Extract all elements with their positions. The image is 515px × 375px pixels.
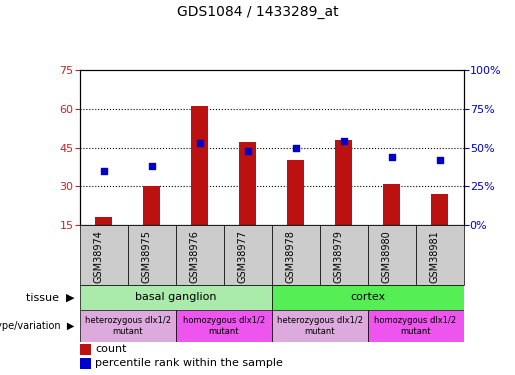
Text: heterozygous dlx1/2
mutant: heterozygous dlx1/2 mutant: [277, 316, 363, 336]
Bar: [416, 225, 464, 285]
Text: GSM38975: GSM38975: [142, 230, 152, 283]
Text: homozygous dlx1/2
mutant: homozygous dlx1/2 mutant: [374, 316, 457, 336]
Point: [148, 163, 156, 169]
Bar: [239, 142, 256, 225]
Bar: [95, 217, 112, 225]
Bar: [272, 310, 368, 342]
Text: percentile rank within the sample: percentile rank within the sample: [95, 358, 283, 368]
Text: basal ganglion: basal ganglion: [135, 292, 216, 303]
Text: GSM38974: GSM38974: [94, 230, 104, 283]
Text: GSM38981: GSM38981: [430, 230, 439, 282]
Bar: [176, 225, 224, 285]
Bar: [335, 140, 352, 225]
Bar: [272, 285, 464, 310]
Bar: [176, 310, 272, 342]
Bar: [80, 358, 91, 369]
Point: [339, 138, 348, 144]
Bar: [80, 310, 176, 342]
Bar: [368, 310, 464, 342]
Bar: [192, 106, 208, 225]
Point: [435, 157, 443, 163]
Text: GSM38980: GSM38980: [382, 230, 391, 282]
Bar: [320, 225, 368, 285]
Text: GSM38976: GSM38976: [190, 230, 200, 283]
Text: heterozygous dlx1/2
mutant: heterozygous dlx1/2 mutant: [85, 316, 171, 336]
Text: cortex: cortex: [350, 292, 385, 303]
Bar: [128, 225, 176, 285]
Text: GSM38977: GSM38977: [238, 230, 248, 283]
Bar: [287, 160, 304, 225]
Text: tissue  ▶: tissue ▶: [26, 292, 75, 303]
Point: [387, 154, 396, 160]
Bar: [368, 225, 416, 285]
Bar: [224, 225, 272, 285]
Text: GDS1084 / 1433289_at: GDS1084 / 1433289_at: [177, 5, 338, 19]
Text: count: count: [95, 344, 127, 354]
Bar: [80, 285, 272, 310]
Bar: [383, 184, 400, 225]
Point: [196, 140, 204, 146]
Bar: [80, 344, 91, 355]
Point: [291, 144, 300, 150]
Text: GSM38978: GSM38978: [286, 230, 296, 283]
Point: [244, 148, 252, 154]
Point: [100, 168, 108, 174]
Bar: [272, 225, 320, 285]
Text: genotype/variation  ▶: genotype/variation ▶: [0, 321, 75, 331]
Text: homozygous dlx1/2
mutant: homozygous dlx1/2 mutant: [183, 316, 265, 336]
Bar: [431, 194, 448, 225]
Bar: [80, 225, 128, 285]
Text: GSM38979: GSM38979: [334, 230, 344, 283]
Bar: [143, 186, 160, 225]
